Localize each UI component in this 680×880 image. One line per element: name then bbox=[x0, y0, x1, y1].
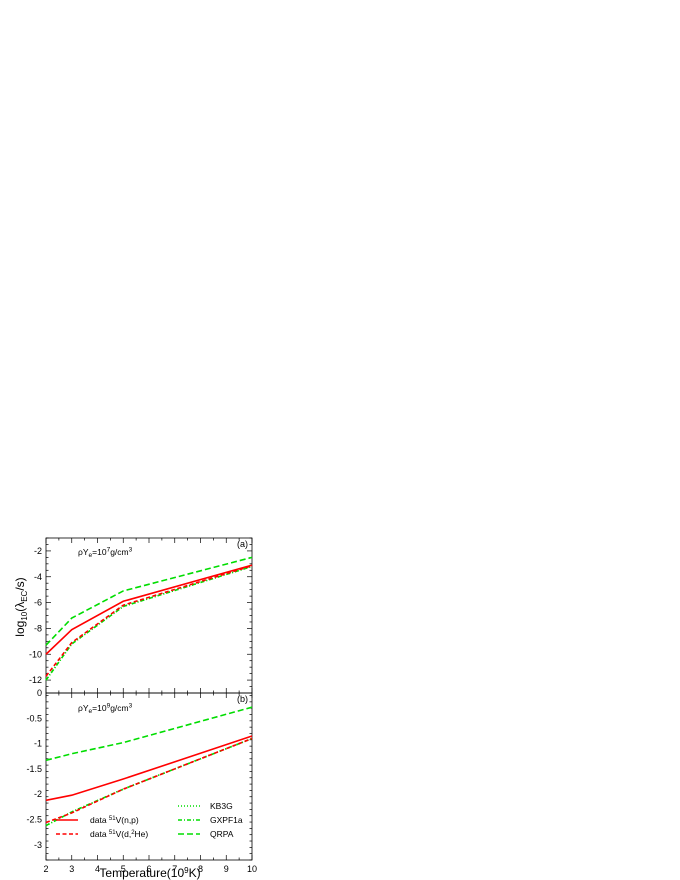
panel-a-annotation: ρYe=107g/cm3 bbox=[78, 547, 133, 560]
panel-a-ticks: -12 -10 -8 -6 -4 -2 0 bbox=[29, 537, 253, 698]
panel-b-annotation: ρYe=109g/cm3 bbox=[78, 703, 133, 716]
legend-label-gxpf1a: GXPF1a bbox=[210, 815, 243, 825]
legend-label-kb3g: KB3G bbox=[210, 801, 233, 811]
x-tick-label: 6 bbox=[146, 864, 151, 874]
x-tick-label: 7 bbox=[172, 864, 177, 874]
y-tick-label: -1.5 bbox=[26, 764, 42, 774]
x-tick-label: 8 bbox=[198, 864, 203, 874]
y-tick-label: -0.5 bbox=[26, 713, 42, 723]
y-tick-label: -1 bbox=[34, 739, 42, 749]
x-tick-label: 10 bbox=[247, 864, 257, 874]
y-axis-title: log10(λEC/s) bbox=[13, 577, 29, 636]
x-tick-label: 3 bbox=[69, 864, 74, 874]
x-tick-label: 2 bbox=[43, 864, 48, 874]
panel-b-series bbox=[45, 706, 253, 827]
panel-b-ticks: 2 3 4 5 6 7 8 9 10 -3 -2.5 -2 -1.5 -1 -0.5 bbox=[26, 693, 257, 874]
series-line-np bbox=[45, 735, 253, 802]
panel-a-frame bbox=[45, 537, 253, 694]
y-tick-label: -2.5 bbox=[26, 815, 42, 825]
y-tick-label: -3 bbox=[34, 840, 42, 850]
x-axis-title: Temperature(109K) bbox=[99, 866, 200, 880]
panel-a-label: (a) bbox=[237, 539, 248, 549]
series-line-gxpf1a bbox=[45, 737, 253, 827]
y-tick-label: -8 bbox=[34, 623, 42, 633]
y-tick-label: -2 bbox=[34, 546, 42, 556]
y-tick-label-zero: 0 bbox=[37, 688, 42, 698]
y-tick-label: -12 bbox=[29, 675, 42, 685]
y-tick-label: -10 bbox=[29, 649, 42, 659]
series-line-kb3g bbox=[45, 737, 253, 827]
series-line-qrpa bbox=[45, 556, 253, 646]
x-tick-label: 5 bbox=[121, 864, 126, 874]
legend-label-qrpa: QRPA bbox=[210, 829, 234, 839]
x-tick-label: 4 bbox=[95, 864, 100, 874]
panel-a-series bbox=[45, 556, 253, 681]
y-tick-label: -6 bbox=[34, 598, 42, 608]
legend-label-dhe: data 51V(d,2He) bbox=[90, 829, 148, 839]
series-line-qrpa bbox=[45, 706, 253, 762]
series-line-dhe bbox=[45, 737, 253, 824]
y-tick-label: -2 bbox=[34, 789, 42, 799]
legend-label-np: data 51V(n,p) bbox=[90, 815, 139, 825]
y-tick-label: -4 bbox=[34, 572, 42, 582]
legend: data 51V(n,p) data 51V(d,2He) KB3G GXPF1… bbox=[56, 801, 243, 839]
x-tick-label: 9 bbox=[224, 864, 229, 874]
series-line-dhe bbox=[45, 565, 253, 677]
panel-b-label: (b) bbox=[237, 694, 248, 704]
series-line-np bbox=[45, 564, 253, 655]
